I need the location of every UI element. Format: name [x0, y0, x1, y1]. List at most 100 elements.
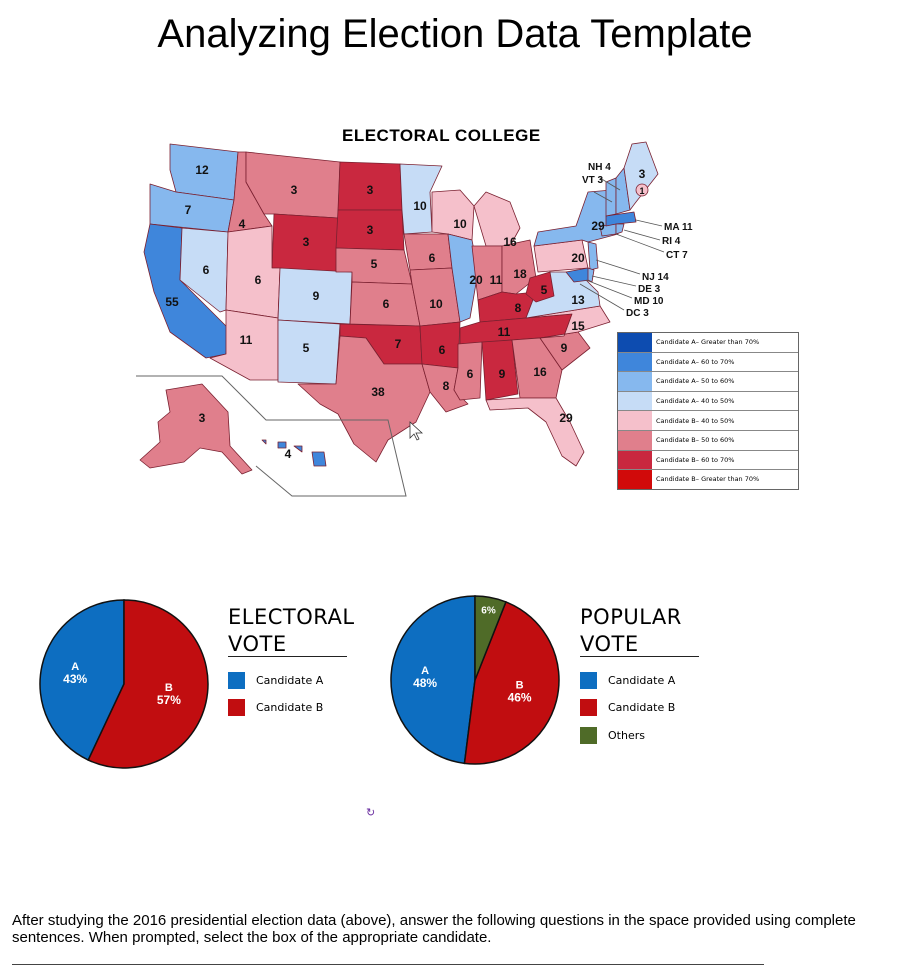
legend-item: Candidate A– Greater than 70%	[618, 333, 798, 353]
legend-swatch	[618, 352, 652, 372]
vote-AK: 3	[199, 411, 206, 425]
state-HI	[261, 439, 327, 467]
legend-label: Candidate B– 50 to 60%	[656, 436, 735, 445]
state-GA	[511, 337, 563, 399]
pie-slice-candidate-b	[463, 600, 560, 765]
state-IL	[447, 233, 479, 323]
electoral-heading-rule	[228, 656, 347, 657]
legend-label: Candidate A	[256, 674, 324, 687]
vote-NY: 29	[591, 219, 605, 233]
state-TX	[297, 335, 431, 463]
vote-WI: 10	[453, 217, 467, 231]
electoral-vote-pie: A43% B57%	[39, 599, 209, 769]
vote-WY: 3	[303, 235, 310, 249]
popular-vote-heading: POPULAR VOTE	[580, 604, 682, 658]
vote-OH: 18	[513, 267, 527, 281]
legend-label: Candidate B– 40 to 50%	[656, 416, 735, 425]
pie-slice-percent: 57%	[157, 693, 181, 707]
vote-KS: 6	[383, 297, 390, 311]
vote-IL: 20	[469, 273, 483, 287]
legend-item: Candidate B– 50 to 60%	[618, 430, 798, 451]
pie-slice-letter: A	[71, 661, 79, 673]
page-title: Analyzing Election Data Template	[157, 12, 753, 56]
state-NJ	[587, 241, 599, 271]
state-OH	[501, 239, 537, 295]
refresh-icon[interactable]: ↻	[366, 807, 376, 819]
legend-swatch	[618, 333, 652, 352]
legend-swatch	[618, 391, 652, 411]
callout-DC: DC 3	[626, 308, 649, 319]
vote-WV: 5	[541, 283, 548, 297]
legend-label: Candidate A	[608, 674, 676, 687]
state-DE	[587, 267, 595, 283]
vote-NM: 5	[303, 341, 310, 355]
state-VT	[605, 177, 617, 217]
legend-swatch-a	[228, 672, 245, 689]
state-FL	[485, 397, 585, 467]
legend-item: Candidate B– 60 to 70%	[618, 450, 798, 471]
legend-item: Candidate A– 60 to 70%	[618, 352, 798, 373]
state-RI	[615, 223, 625, 235]
callout-RI: RI 4	[662, 236, 681, 247]
legend-swatch-b	[580, 699, 597, 716]
vote-SC: 9	[561, 341, 568, 355]
answer-line[interactable]	[12, 964, 764, 965]
vote-NV: 6	[203, 263, 210, 277]
vote-AL: 9	[499, 367, 506, 381]
vote-TX: 38	[371, 385, 385, 399]
vote-TN: 11	[498, 325, 511, 339]
map-title: ELECTORAL COLLEGE	[342, 126, 541, 145]
vote-NE: 5	[371, 257, 378, 271]
pie-slice-candidate-a	[390, 595, 476, 765]
state-MA	[605, 211, 637, 227]
vote-MI: 16	[503, 235, 517, 249]
state-AL	[481, 339, 519, 401]
vote-ID: 4	[239, 217, 246, 231]
vote-MT: 3	[291, 183, 298, 197]
legend-swatch	[618, 470, 652, 489]
vote-UT: 6	[255, 273, 262, 287]
electoral-heading-line1: ELECTORAL	[228, 605, 355, 629]
legend-label: Candidate A– 40 to 50%	[656, 397, 735, 406]
electoral-vote-heading: ELECTORAL VOTE	[228, 604, 355, 658]
legend-swatch	[618, 411, 652, 430]
vote-LA: 8	[443, 379, 450, 393]
callout-MD: MD 10	[634, 296, 664, 307]
state-ME	[623, 141, 659, 211]
me-district-marker	[635, 183, 649, 197]
legend-label: Candidate A– 60 to 70%	[656, 357, 735, 366]
vote-MS: 6	[467, 367, 474, 381]
state-NY	[533, 189, 619, 247]
callout-NJ: NJ 14	[642, 272, 669, 283]
vote-AR: 6	[439, 343, 446, 357]
pie-slice-candidate-a	[39, 599, 125, 762]
state-UT	[225, 225, 281, 319]
legend-label: Candidate B	[256, 701, 324, 714]
vote-IA: 6	[429, 251, 436, 265]
legend-swatch-others	[580, 727, 597, 744]
vote-FL: 29	[559, 411, 573, 425]
vote-ME: 3	[639, 167, 646, 181]
popular-heading-line2: VOTE	[580, 632, 639, 656]
vote-HI: 4	[285, 447, 292, 461]
electoral-map: ELECTORAL COLLEGE	[130, 122, 810, 497]
popular-vote-pie: A48% B46% 6%	[390, 595, 560, 765]
legend-label: Candidate B– 60 to 70%	[656, 455, 735, 464]
vote-MN: 10	[413, 199, 427, 213]
pie-slice-letter: B	[516, 679, 524, 691]
vote-AZ: 11	[240, 333, 253, 347]
vote-OR: 7	[185, 203, 192, 217]
state-WV	[525, 271, 555, 303]
inset-divider	[136, 375, 407, 497]
legend-swatch	[618, 372, 652, 391]
popular-legend-b: Candidate B	[580, 699, 675, 716]
vote-IN: 11	[490, 273, 503, 287]
legend-item: Candidate B– Greater than 70%	[618, 470, 798, 489]
legend-item: Candidate A– 40 to 50%	[618, 391, 798, 412]
popular-heading-rule	[580, 656, 699, 657]
state-NV	[179, 227, 229, 313]
vote-PA: 20	[571, 251, 585, 265]
vote-OK: 7	[395, 337, 402, 351]
callout-VT: VT 3	[582, 175, 604, 186]
us-map-svg: 12 7 55 6 4 3 3 6 11 9 5 3 3 5 6 7 38 10…	[136, 141, 693, 497]
